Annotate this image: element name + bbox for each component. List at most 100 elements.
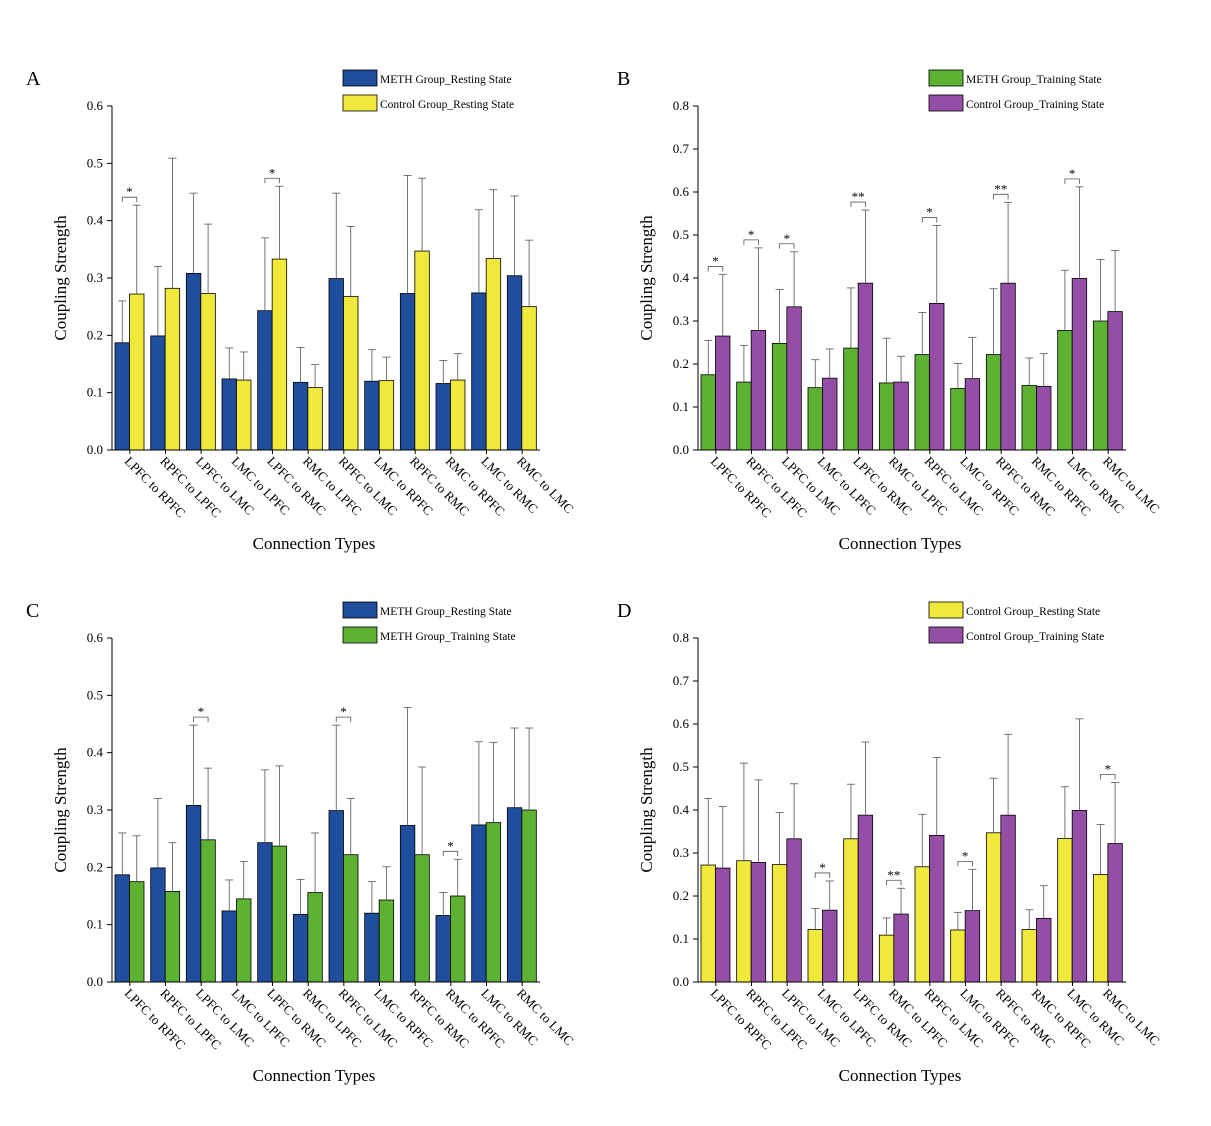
- significance-bracket: [850, 201, 866, 208]
- error-bar-meth_train-3: [239, 861, 248, 899]
- legend-swatch-meth_train: [928, 69, 964, 87]
- bar-meth_rest-3: [221, 910, 237, 983]
- error-bar-meth_train-8: [418, 766, 427, 855]
- bar-ctrl_rest-10: [1057, 837, 1073, 983]
- y-tick-label: 0.1: [673, 931, 689, 946]
- significance-bracket: [121, 196, 138, 203]
- significance-marker-2: *: [779, 231, 795, 249]
- error-bar-ctrl_train-1: [754, 779, 763, 863]
- bar-meth_rest-6: [328, 278, 344, 451]
- bar-ctrl_rest-6: [343, 295, 359, 451]
- bar-ctrl_rest-2: [771, 864, 788, 983]
- bar-ctrl_train-3: [822, 909, 838, 983]
- legend-label: Control Group_Resting State: [380, 99, 514, 111]
- significance-label: *: [819, 860, 826, 875]
- error-bar-meth_rest-2: [189, 192, 198, 274]
- error-bar-ctrl_train-9: [1039, 353, 1048, 387]
- y-tick-label: 0.0: [87, 974, 103, 989]
- legend-swatch-meth_rest: [342, 601, 378, 619]
- bar-ctrl_train-7: [964, 378, 981, 451]
- error-bar-ctrl_rest-1: [168, 157, 177, 289]
- error-bar-meth_train-10: [489, 741, 498, 823]
- significance-marker-6: *: [335, 704, 352, 723]
- error-bar-ctrl_rest-10: [1060, 786, 1069, 839]
- error-bar-meth_rest-10: [474, 741, 483, 825]
- error-bar-meth_rest-10: [474, 209, 483, 293]
- bar-meth_train-2: [200, 839, 216, 983]
- y-tick-label: 0.6: [673, 716, 690, 731]
- bar-ctrl_rest-5: [878, 934, 895, 983]
- y-tick-label: 0.5: [673, 227, 689, 242]
- bar-meth_train-0: [129, 881, 145, 983]
- bar-ctrl_rest-1: [736, 860, 752, 983]
- error-bar-meth_rest-9: [439, 360, 448, 384]
- y-tick-label: 0.6: [87, 98, 104, 113]
- bar-meth_train-11: [521, 809, 537, 983]
- bar-ctrl_train-1: [750, 330, 767, 451]
- legend-swatch-ctrl_rest: [928, 601, 964, 619]
- bar-meth_train-7: [950, 388, 966, 451]
- significance-label: *: [198, 704, 205, 719]
- error-bar-meth_rest-11: [510, 727, 519, 808]
- y-tick-label: 0.8: [673, 630, 689, 645]
- error-bar-meth_rest-8: [403, 174, 412, 294]
- y-tick-label: 0.3: [673, 845, 689, 860]
- significance-marker-9: *: [442, 838, 459, 857]
- error-bar-ctrl_train-2: [790, 251, 799, 307]
- error-bar-ctrl_rest-2: [775, 812, 784, 865]
- error-bar-meth_rest-6: [332, 192, 341, 279]
- significance-marker-10: *: [1064, 166, 1080, 184]
- error-bar-meth_train-3: [811, 359, 820, 388]
- bar-meth_train-5: [307, 892, 323, 983]
- error-bar-ctrl_rest-4: [846, 783, 855, 839]
- bar-meth_rest-5: [292, 913, 309, 983]
- bar-meth_train-3: [236, 898, 252, 983]
- error-bar-ctrl_rest-1: [739, 762, 748, 861]
- legend-label: Control Group_Resting State: [966, 606, 1100, 618]
- bar-ctrl_rest-8: [985, 832, 1002, 983]
- bar-ctrl_rest-4: [843, 838, 859, 983]
- error-bar-meth_train-2: [775, 289, 784, 344]
- y-tick-label: 0.3: [87, 802, 103, 817]
- bar-meth_rest-9: [435, 915, 451, 983]
- error-bar-ctrl_rest-0: [132, 204, 141, 295]
- y-tick-label: 0.4: [673, 270, 690, 285]
- error-bar-ctrl_rest-8: [418, 177, 427, 252]
- significance-marker-2: *: [193, 704, 209, 723]
- error-bar-meth_train-2: [204, 767, 213, 840]
- error-bar-ctrl_train-10: [1075, 718, 1084, 811]
- bar-meth_rest-4: [257, 842, 273, 983]
- bar-meth_rest-10: [471, 292, 487, 451]
- error-bar-meth_rest-2: [189, 724, 198, 806]
- bar-meth_rest-7: [364, 912, 380, 983]
- bar-ctrl_rest-4: [271, 258, 288, 451]
- bar-meth_rest-2: [185, 273, 202, 451]
- error-bar-ctrl_rest-7: [382, 356, 391, 381]
- error-bar-meth_train-10: [1060, 269, 1069, 331]
- significance-bracket: [921, 217, 938, 223]
- significance-label: *: [962, 848, 969, 863]
- legend-label: Control Group_Training State: [966, 631, 1104, 643]
- bar-meth_train-9: [450, 895, 466, 983]
- error-bar-meth_train-7: [382, 866, 391, 901]
- legend-swatch-ctrl_train: [928, 626, 964, 644]
- legend-label: METH Group_Resting State: [380, 606, 512, 618]
- y-tick-label: 0.5: [87, 687, 103, 702]
- error-bar-meth_rest-9: [439, 892, 448, 916]
- error-bar-meth_rest-5: [296, 346, 305, 383]
- bar-ctrl_train-6: [929, 834, 945, 983]
- error-bar-ctrl_train-8: [1004, 733, 1013, 816]
- significance-bracket: [957, 860, 973, 867]
- error-bar-meth_rest-1: [153, 798, 162, 868]
- error-bar-meth_rest-4: [260, 769, 269, 843]
- error-bar-ctrl_train-8: [1004, 201, 1013, 284]
- error-bar-meth_train-9: [453, 858, 462, 896]
- bar-ctrl_train-8: [1000, 282, 1016, 451]
- error-bar-ctrl_rest-0: [704, 797, 713, 866]
- error-bar-meth_train-0: [704, 339, 713, 375]
- legend-label: METH Group_Resting State: [380, 74, 512, 86]
- error-bar-ctrl_rest-3: [811, 908, 820, 930]
- significance-label: *: [712, 254, 719, 269]
- y-axis-title: Coupling Strength: [51, 215, 70, 341]
